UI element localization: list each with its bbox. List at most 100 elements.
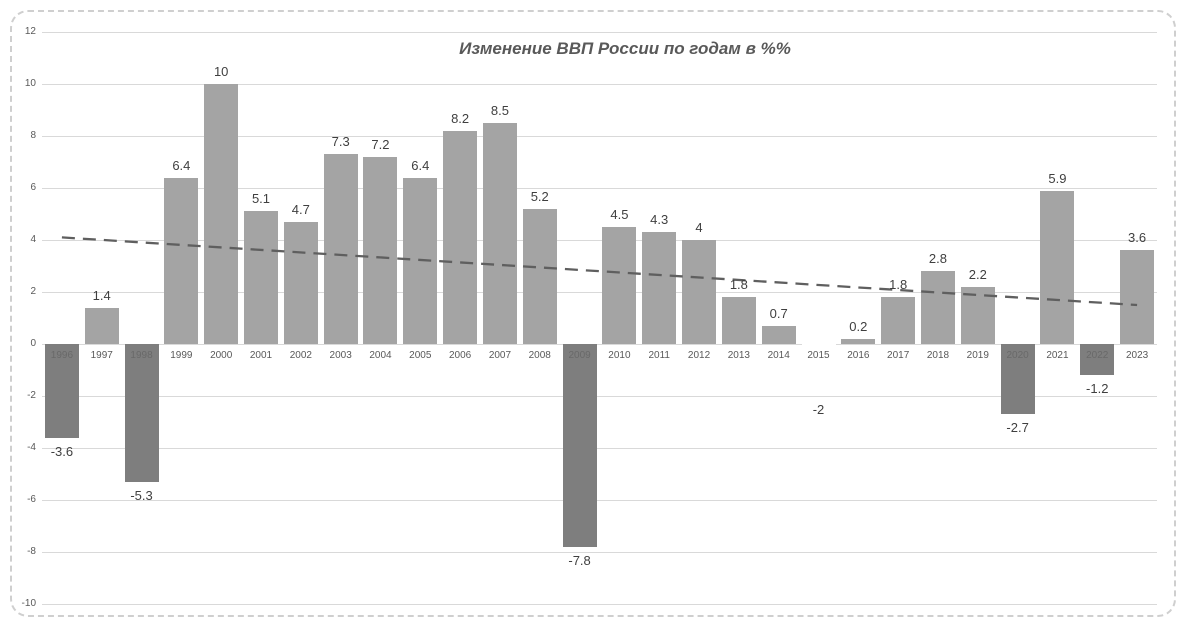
gridline--4	[42, 448, 1157, 449]
bar-2003	[323, 154, 358, 344]
x-category-label-2007: 2007	[488, 350, 512, 361]
value-label-1997: 1.4	[92, 287, 111, 303]
value-label-2022: -1.2	[1086, 381, 1109, 397]
y-tick-label: -4	[27, 442, 36, 453]
bar-2014	[761, 325, 796, 344]
x-category-label-2019: 2019	[966, 350, 989, 361]
bar-1996	[44, 344, 79, 438]
bar-1998	[124, 344, 159, 482]
chart-title: Изменение ВВП России по годам в %%	[459, 39, 791, 58]
bar-1999	[164, 177, 199, 344]
gridline--6	[42, 500, 1157, 501]
x-category-label-2011: 2011	[648, 350, 670, 361]
value-label-2019: 2.2	[968, 266, 987, 282]
y-tick-label: 12	[24, 26, 36, 37]
bar-2008	[522, 208, 557, 344]
value-label-2006: 8.2	[451, 110, 470, 126]
x-category-label-1998: 1998	[130, 350, 153, 361]
gridline-8	[42, 136, 1157, 137]
gridline--8	[42, 552, 1157, 553]
value-label-2020: -2.7	[1006, 420, 1029, 436]
x-category-label-2022: 2022	[1086, 350, 1109, 361]
x-category-label-2000: 2000	[210, 350, 233, 361]
bar-2011	[642, 232, 677, 344]
bar-2015	[801, 344, 836, 396]
value-label-2021: 5.9	[1048, 170, 1067, 186]
y-tick-label: 4	[30, 234, 36, 245]
value-label-2009: -7.8	[568, 552, 591, 568]
bar-2020	[1000, 344, 1035, 415]
bar-2007	[482, 123, 517, 344]
x-category-label-2004: 2004	[369, 350, 392, 361]
bar-2021	[1040, 190, 1075, 344]
x-category-label-2009: 2009	[568, 350, 591, 361]
value-label-2008: 5.2	[530, 188, 549, 204]
bar-2004	[363, 156, 398, 344]
x-category-label-2006: 2006	[448, 350, 472, 361]
x-category-label-2005: 2005	[409, 350, 432, 361]
x-category-label-1997: 1997	[90, 350, 113, 361]
x-category-label-2016: 2016	[847, 350, 870, 361]
value-label-2003: 7.3	[331, 134, 350, 150]
x-category-label-2013: 2013	[727, 350, 750, 361]
value-label-2011: 4.3	[650, 212, 669, 228]
x-category-label-1996: 1996	[50, 350, 74, 361]
y-tick-label: 2	[30, 286, 36, 297]
x-category-label-2015: 2015	[807, 350, 830, 361]
x-category-label-2012: 2012	[687, 350, 711, 361]
gridline-6	[42, 188, 1157, 189]
value-label-2002: 4.7	[291, 201, 310, 217]
x-category-label-2003: 2003	[329, 350, 352, 361]
gridline-0	[42, 344, 1157, 345]
value-label-2014: 0.7	[769, 305, 788, 321]
bar-2000	[204, 84, 239, 344]
y-tick-label: -6	[27, 494, 36, 505]
x-category-label-2017: 2017	[887, 350, 910, 361]
value-label-2018: 2.8	[928, 251, 947, 267]
x-category-label-2018: 2018	[926, 350, 950, 361]
x-category-label-2002: 2002	[289, 350, 312, 361]
x-category-label-2001: 2001	[249, 350, 273, 361]
x-category-label-2014: 2014	[767, 350, 790, 361]
x-category-label-2010: 2010	[608, 350, 631, 361]
value-label-2001: 5.1	[251, 191, 271, 207]
gridline--10	[42, 604, 1157, 605]
value-label-2015: -2	[812, 402, 825, 417]
y-tick-label: -10	[21, 598, 36, 609]
y-tick-label: 6	[30, 182, 36, 193]
value-label-2010: 4.5	[610, 207, 629, 222]
bar-2001	[244, 211, 279, 344]
value-label-2005: 6.4	[411, 157, 430, 173]
value-label-2013: 1.8	[729, 277, 748, 293]
gridline-10	[42, 84, 1157, 85]
bar-1997	[84, 307, 119, 344]
bar-2010	[602, 227, 637, 344]
bar-2009	[562, 344, 597, 547]
bar-2019	[960, 286, 995, 344]
gridline--2	[42, 396, 1157, 397]
x-category-label-1999: 1999	[170, 350, 193, 361]
bar-2022	[1080, 344, 1115, 376]
bar-2002	[283, 221, 318, 344]
gridline-12	[42, 32, 1157, 33]
y-tick-label: 10	[24, 78, 36, 89]
value-label-2004: 7.2	[371, 136, 390, 152]
x-category-label-2020: 2020	[1006, 350, 1029, 361]
y-tick-label: 0	[30, 338, 36, 349]
value-label-2023: 3.6	[1128, 230, 1147, 246]
y-tick-label: -2	[27, 390, 36, 401]
value-label-2016: 0.2	[849, 318, 868, 334]
x-category-label-2008: 2008	[528, 350, 551, 361]
x-category-label-2023: 2023	[1125, 350, 1149, 361]
value-label-2012: 4	[695, 220, 703, 235]
bar-2005	[403, 177, 438, 344]
bar-2023	[1120, 250, 1155, 344]
bar-2016	[841, 338, 876, 344]
value-label-1999: 6.4	[172, 157, 191, 173]
value-label-1996: -3.6	[50, 443, 74, 459]
y-tick-label: 8	[30, 130, 36, 141]
value-label-2000: 10	[213, 64, 229, 79]
value-label-1998: -5.3	[130, 487, 153, 503]
value-label-2007: 8.5	[490, 103, 509, 118]
